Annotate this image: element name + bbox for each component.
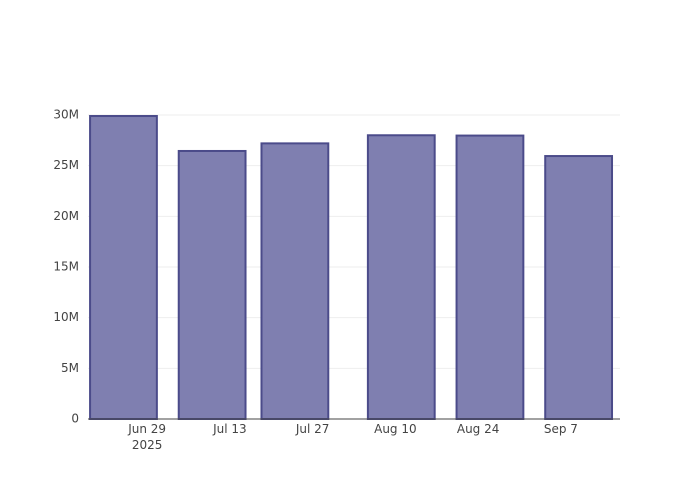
x-tick-label: Jul 27 bbox=[295, 422, 330, 436]
y-tick-label: 10M bbox=[53, 310, 79, 324]
bar bbox=[260, 142, 330, 421]
y-tick-label: 30M bbox=[53, 108, 79, 122]
y-tick-label: 20M bbox=[53, 209, 79, 223]
bar bbox=[544, 155, 614, 420]
x-tick-label: Sep 7 bbox=[543, 422, 578, 436]
bar bbox=[177, 149, 247, 420]
x-tick-label: Jul 13 bbox=[213, 422, 247, 436]
x-tick-label: Aug 10 bbox=[374, 422, 417, 436]
bar bbox=[89, 115, 158, 420]
y-tick-label: 5M bbox=[61, 361, 79, 375]
bar bbox=[455, 134, 525, 420]
y-tick-label: 25M bbox=[53, 158, 79, 172]
y-tick-label: 15M bbox=[53, 260, 79, 274]
bar bbox=[366, 134, 436, 420]
y-tick-label: 0 bbox=[71, 412, 79, 426]
x-tick-label: Aug 24 bbox=[456, 422, 500, 436]
x-tick-label: Jun 29 2025 bbox=[128, 422, 167, 452]
